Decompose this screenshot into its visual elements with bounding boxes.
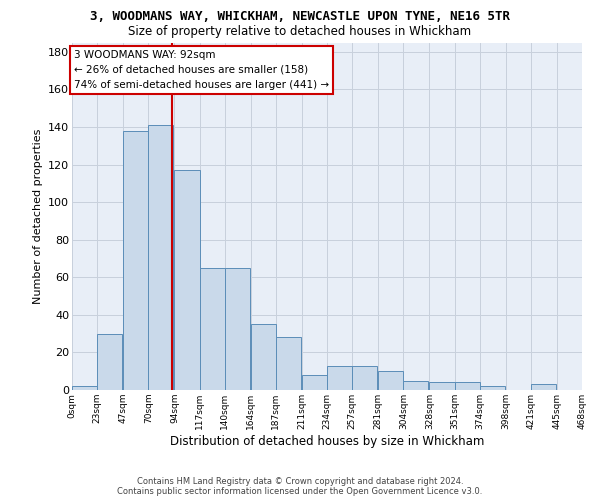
Bar <box>224 268 250 390</box>
Y-axis label: Number of detached properties: Number of detached properties <box>32 128 43 304</box>
Bar <box>123 131 148 390</box>
Bar <box>148 125 173 390</box>
Text: 3 WOODMANS WAY: 92sqm
← 26% of detached houses are smaller (158)
74% of semi-det: 3 WOODMANS WAY: 92sqm ← 26% of detached … <box>74 50 329 90</box>
Bar <box>531 384 556 390</box>
Bar <box>251 324 276 390</box>
Bar <box>72 386 97 390</box>
Bar <box>327 366 352 390</box>
Text: 3, WOODMANS WAY, WHICKHAM, NEWCASTLE UPON TYNE, NE16 5TR: 3, WOODMANS WAY, WHICKHAM, NEWCASTLE UPO… <box>90 10 510 23</box>
X-axis label: Distribution of detached houses by size in Whickham: Distribution of detached houses by size … <box>170 434 484 448</box>
Text: Contains HM Land Registry data © Crown copyright and database right 2024.
Contai: Contains HM Land Registry data © Crown c… <box>118 476 482 496</box>
Bar <box>175 170 200 390</box>
Bar <box>403 380 428 390</box>
Bar <box>199 268 224 390</box>
Bar <box>302 375 327 390</box>
Text: Size of property relative to detached houses in Whickham: Size of property relative to detached ho… <box>128 25 472 38</box>
Bar <box>430 382 455 390</box>
Bar <box>276 338 301 390</box>
Bar <box>97 334 122 390</box>
Bar <box>455 382 479 390</box>
Bar <box>352 366 377 390</box>
Bar <box>479 386 505 390</box>
Bar <box>378 371 403 390</box>
